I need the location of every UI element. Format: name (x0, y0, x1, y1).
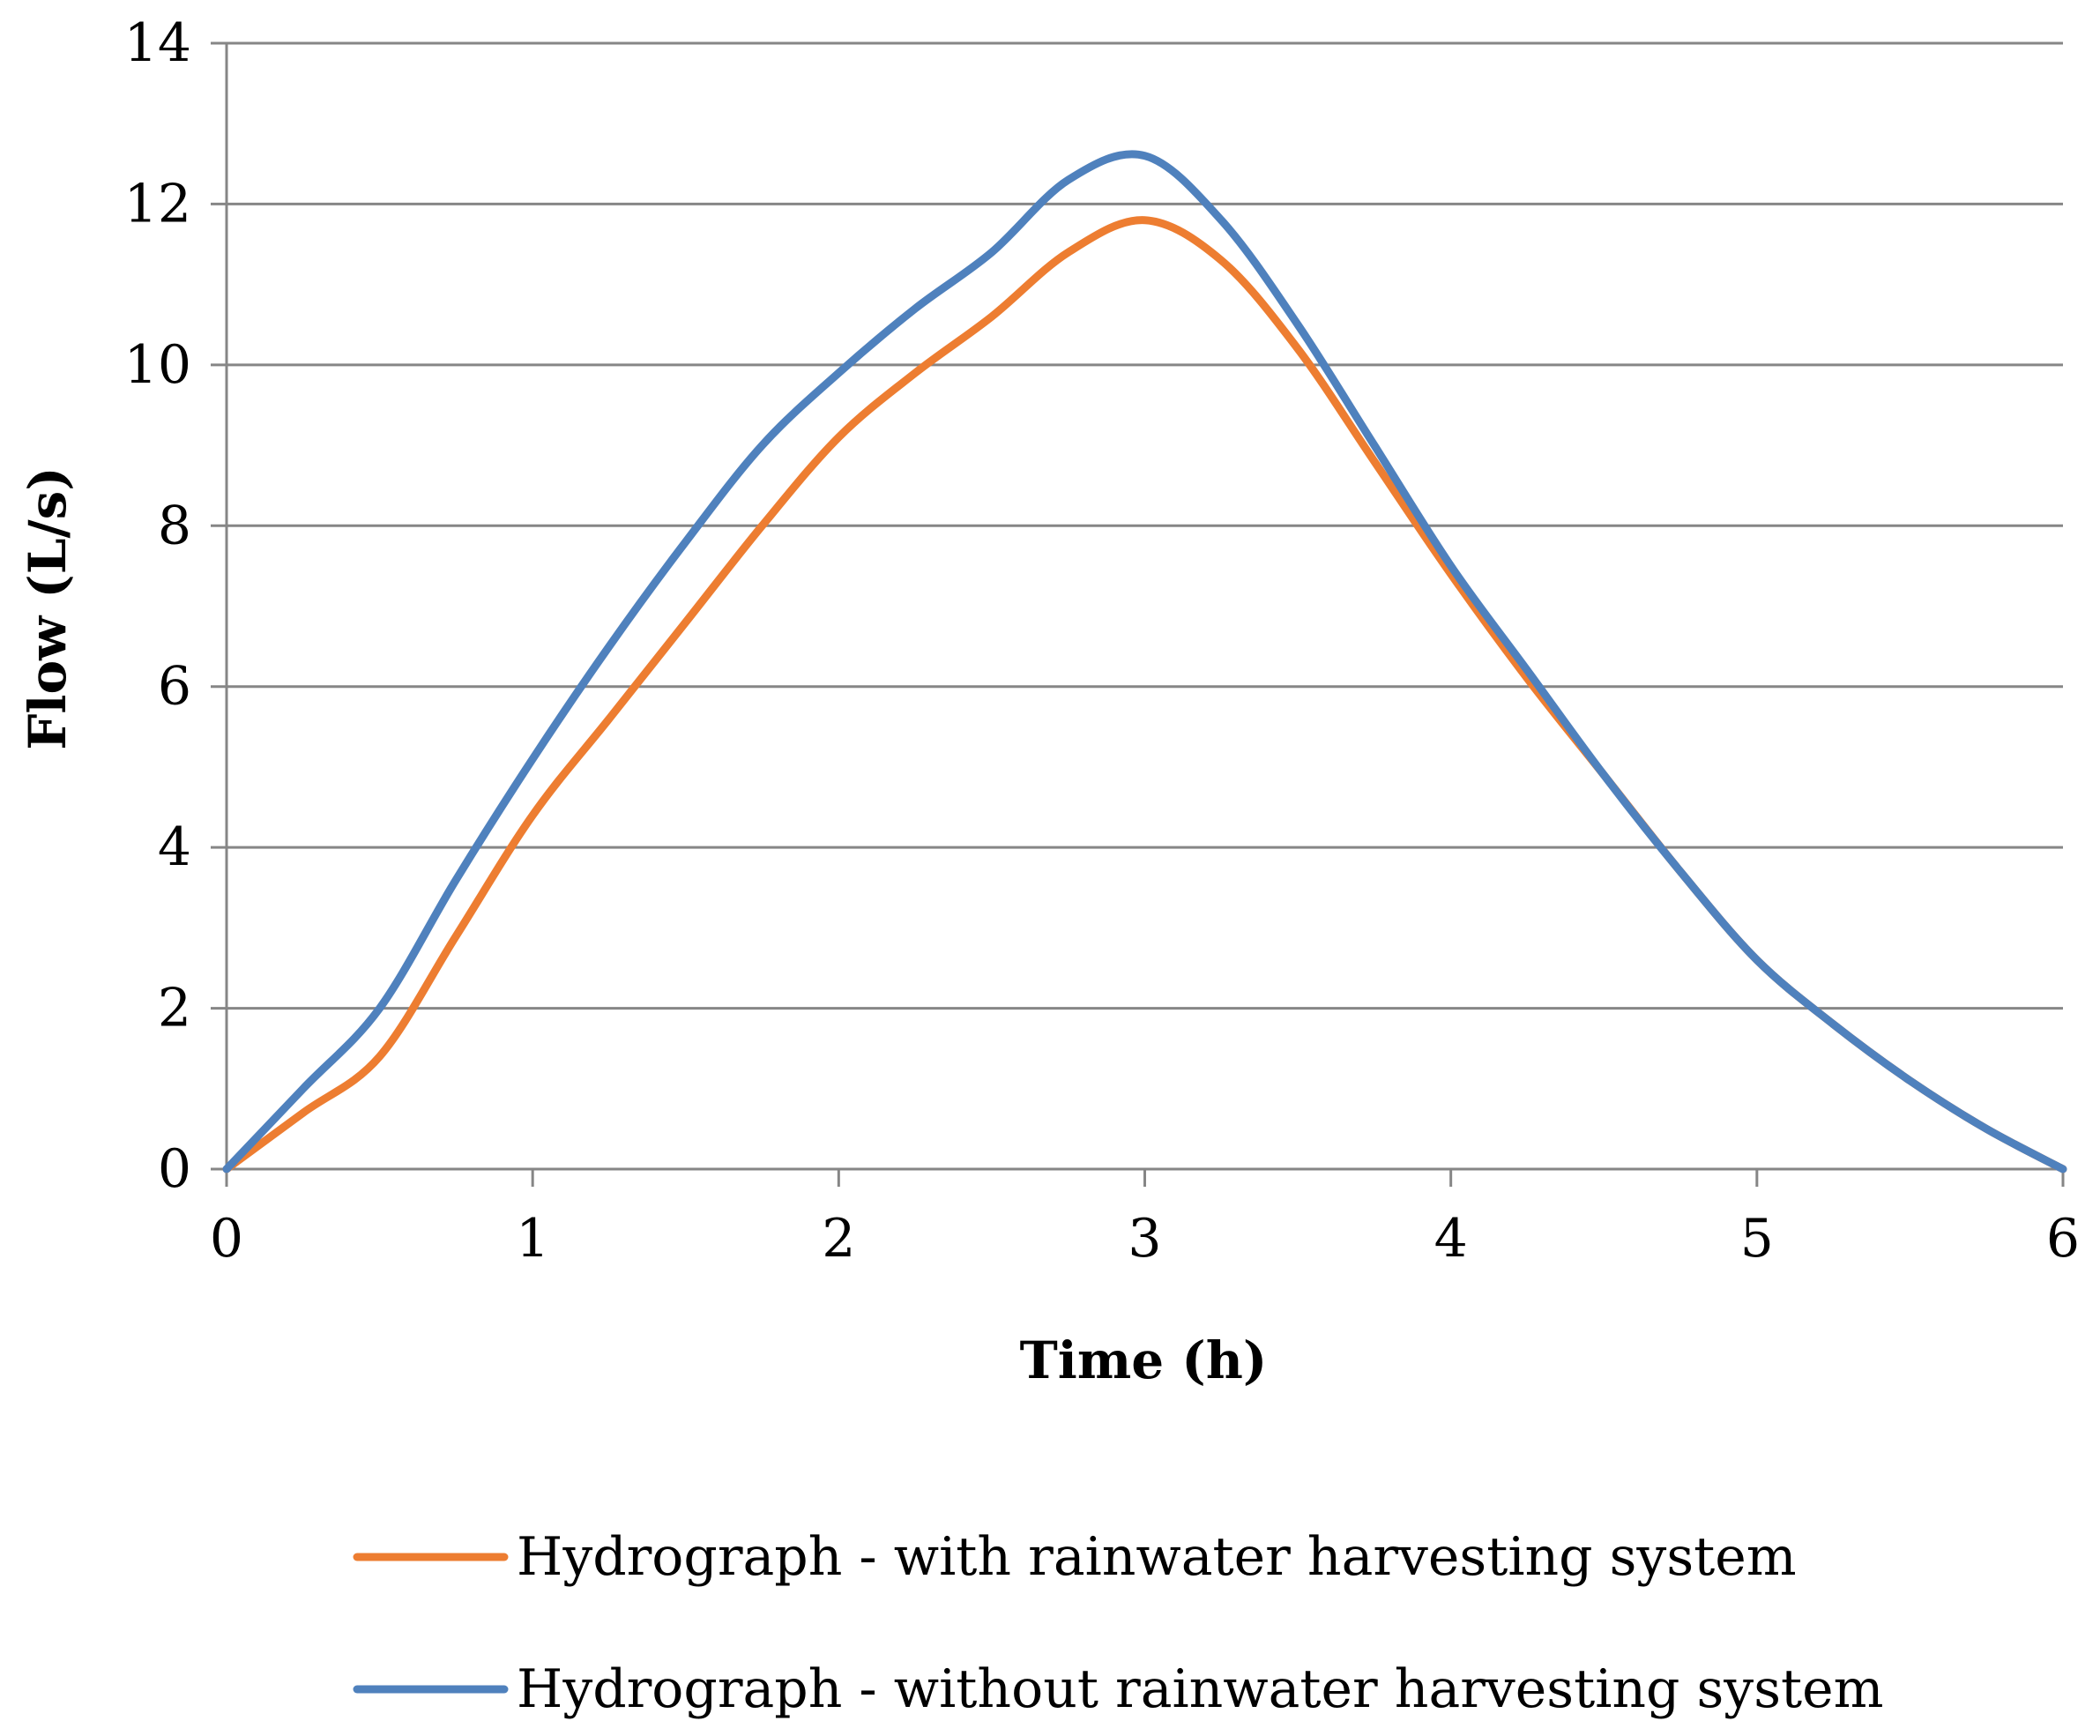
y-tick-label: 2 (158, 978, 191, 1039)
x-tick-label: 5 (1740, 1208, 1774, 1270)
y-axis-title: Flow (L/s) (18, 466, 78, 750)
legend: Hydrograph - with rainwater harvesting s… (353, 1526, 1884, 1720)
x-tick-label: 6 (2046, 1208, 2080, 1270)
series-line-without-rwh (222, 150, 2067, 1173)
x-tick-label: 2 (822, 1208, 855, 1270)
axis-layer (211, 41, 2065, 1187)
y-tick-label: 12 (124, 173, 191, 235)
grid-layer (227, 41, 2063, 1010)
x-tick-label: 3 (1128, 1208, 1161, 1270)
y-tick-label: 4 (158, 816, 191, 878)
y-tick-label: 6 (158, 656, 191, 718)
y-tick-label: 14 (124, 12, 191, 74)
legend-label-with-rwh: Hydrograph - with rainwater harvesting s… (517, 1526, 1797, 1588)
x-tick-label: 0 (210, 1208, 243, 1270)
x-tick-label: 4 (1434, 1208, 1468, 1270)
x-tick-label: 1 (516, 1208, 549, 1270)
y-tick-label: 0 (158, 1138, 191, 1200)
y-tick-label: 8 (158, 495, 191, 556)
x-axis-title: Time (h) (1020, 1330, 1268, 1390)
series-layer (222, 150, 2067, 1173)
legend-label-without-rwh: Hydrograph - without rainwater harvestin… (517, 1658, 1884, 1720)
y-tick-label: 10 (124, 334, 191, 396)
series-line-with-rwh (222, 216, 2067, 1173)
